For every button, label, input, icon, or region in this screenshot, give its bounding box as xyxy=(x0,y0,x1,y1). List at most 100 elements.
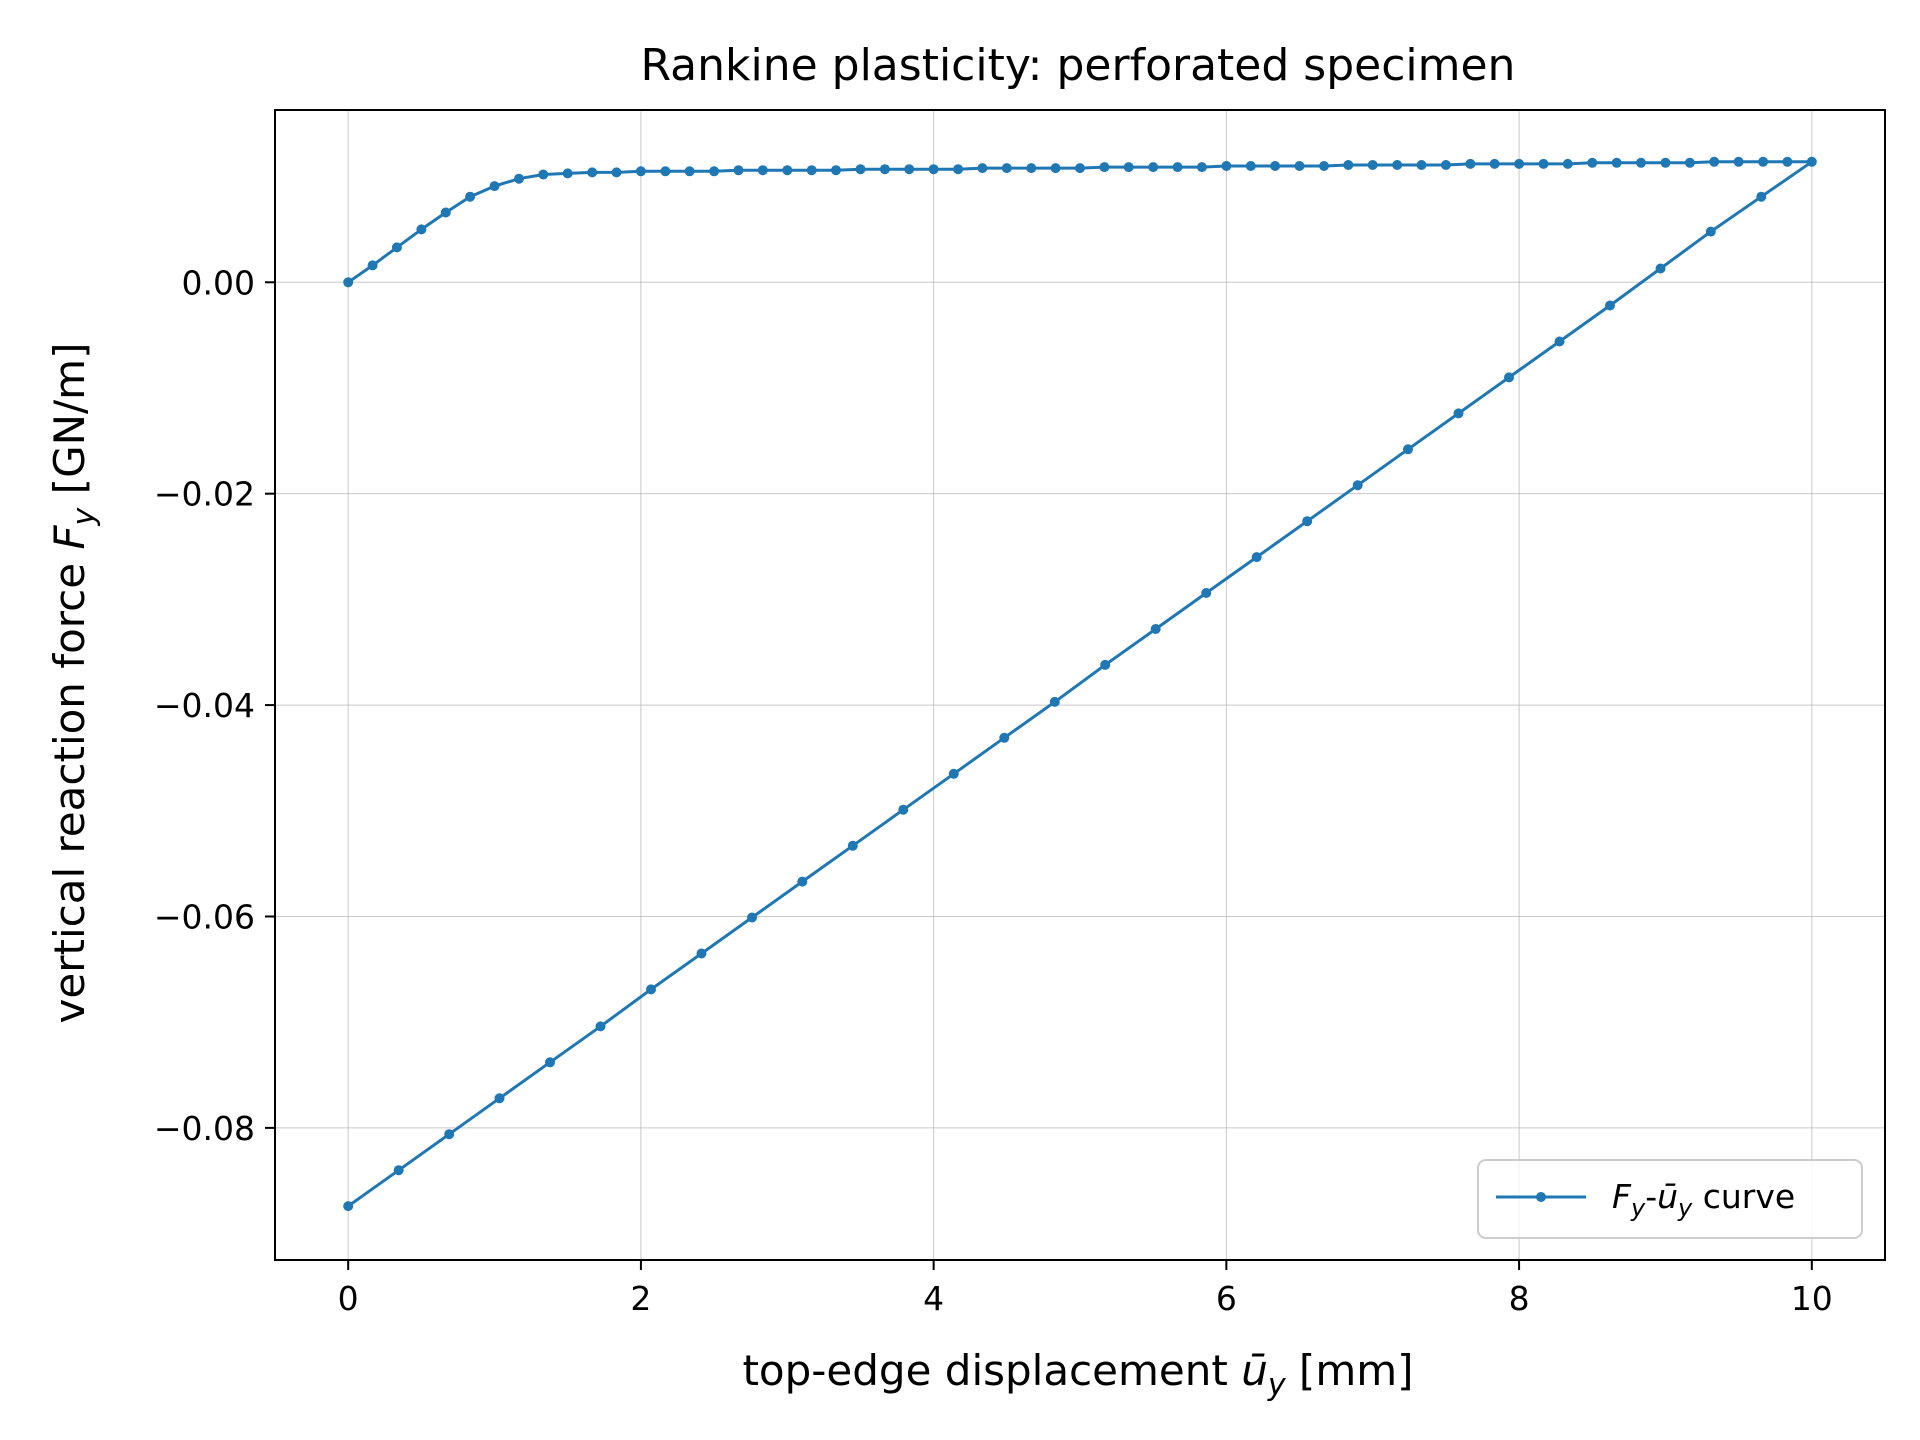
data-point xyxy=(1148,162,1159,173)
data-point xyxy=(1562,158,1573,169)
y-axis-label: vertical reaction force Fy [GN/m] xyxy=(45,343,102,1024)
data-point xyxy=(1782,156,1793,167)
series-layer xyxy=(343,156,1817,1212)
data-point xyxy=(343,277,354,288)
data-point xyxy=(1302,516,1313,527)
legend-marker xyxy=(1536,1192,1546,1202)
data-point xyxy=(948,768,959,779)
legend-symbol-f: F xyxy=(1612,1177,1632,1216)
data-point xyxy=(709,166,720,177)
data-point xyxy=(904,164,915,175)
data-point xyxy=(1251,552,1262,563)
y-axis-symbol-f: F xyxy=(45,525,94,550)
data-point xyxy=(1684,157,1695,168)
x-tick-label: 8 xyxy=(1509,1279,1530,1318)
data-point xyxy=(1392,160,1403,170)
data-point xyxy=(1756,191,1767,202)
x-tick-label: 0 xyxy=(338,1279,359,1318)
data-point xyxy=(1026,163,1037,174)
plot-frame xyxy=(274,109,1886,1261)
data-point xyxy=(1709,156,1720,167)
x-axis-symbol-u: ū xyxy=(1241,1346,1268,1395)
legend-box xyxy=(1477,1159,1863,1239)
data-point xyxy=(391,242,402,253)
data-point xyxy=(635,166,646,177)
data-point xyxy=(797,876,808,887)
data-point xyxy=(1294,161,1305,171)
x-axis-unit: [mm] xyxy=(1286,1346,1414,1395)
x-axis-symbol-sub: y xyxy=(1267,1368,1287,1403)
legend-dash: - xyxy=(1645,1177,1657,1216)
data-point xyxy=(1554,336,1565,347)
y-tick-label: −0.08 xyxy=(154,1109,255,1148)
data-point xyxy=(1367,160,1378,170)
data-point xyxy=(1403,444,1413,455)
data-point xyxy=(977,163,988,174)
x-axis-label-text: top-edge displacement xyxy=(742,1346,1241,1395)
data-point xyxy=(928,164,939,175)
data-point xyxy=(1245,161,1256,171)
data-point xyxy=(1099,162,1110,173)
chart-title: Rankine plasticity: perforated specimen xyxy=(641,40,1516,91)
data-point xyxy=(514,173,524,184)
data-point xyxy=(733,165,744,176)
data-point xyxy=(696,948,707,959)
data-point xyxy=(1221,161,1232,171)
data-point xyxy=(855,164,866,175)
legend: Fy-ūy curve xyxy=(1477,1159,1863,1239)
data-point xyxy=(1605,300,1615,311)
legend-sub-2: y xyxy=(1677,1194,1693,1222)
y-tick-label: −0.04 xyxy=(154,686,255,725)
legend-sub-1: y xyxy=(1630,1194,1646,1222)
data-point xyxy=(1196,162,1207,173)
data-point xyxy=(1587,157,1598,168)
legend-symbol-u: ū xyxy=(1657,1177,1678,1216)
data-point xyxy=(1489,158,1500,169)
data-point xyxy=(1733,156,1744,167)
data-point xyxy=(1075,163,1085,174)
data-point xyxy=(494,1093,505,1104)
data-point xyxy=(782,165,793,176)
data-point xyxy=(1440,160,1451,170)
data-point xyxy=(562,168,573,179)
data-point xyxy=(879,164,890,175)
data-point xyxy=(1416,160,1427,170)
data-point xyxy=(1100,659,1111,670)
data-point xyxy=(343,1201,354,1212)
data-point xyxy=(1453,408,1464,419)
data-point xyxy=(538,169,549,180)
data-point xyxy=(1655,263,1666,274)
data-point xyxy=(1001,163,1012,174)
x-tick-label: 10 xyxy=(1791,1279,1833,1318)
x-tick-label: 2 xyxy=(630,1279,651,1318)
data-point xyxy=(646,984,656,995)
data-point xyxy=(611,167,622,178)
data-point xyxy=(1150,624,1161,634)
data-point xyxy=(747,912,757,923)
data-point xyxy=(1465,158,1476,169)
y-tick-label: −0.02 xyxy=(154,475,255,514)
data-point xyxy=(1352,480,1363,491)
data-point xyxy=(393,1165,404,1176)
y-tick-label: −0.06 xyxy=(154,897,255,936)
y-axis-label-text: vertical reaction force xyxy=(45,550,94,1024)
data-point xyxy=(595,1021,606,1032)
data-point xyxy=(1660,157,1671,168)
y-axis-unit: [GN/m] xyxy=(45,343,94,508)
data-point xyxy=(1123,162,1134,173)
data-point xyxy=(806,165,817,176)
x-tick-label: 4 xyxy=(923,1279,944,1318)
data-point xyxy=(831,165,841,176)
data-point xyxy=(847,840,858,851)
data-point xyxy=(1504,372,1514,383)
data-point xyxy=(1270,161,1281,171)
y-tick-label: 0.00 xyxy=(182,263,255,302)
data-point xyxy=(416,224,427,235)
legend-suffix: curve xyxy=(1692,1177,1795,1216)
data-point xyxy=(587,167,598,178)
data-point xyxy=(1611,157,1622,168)
ticks: 0 2 4 6 8 10 0.00 −0.02 −0.04 −0.06 −0.08 xyxy=(154,263,1833,1318)
data-point xyxy=(440,207,451,218)
grid xyxy=(275,110,1885,1260)
data-point xyxy=(1050,163,1061,174)
